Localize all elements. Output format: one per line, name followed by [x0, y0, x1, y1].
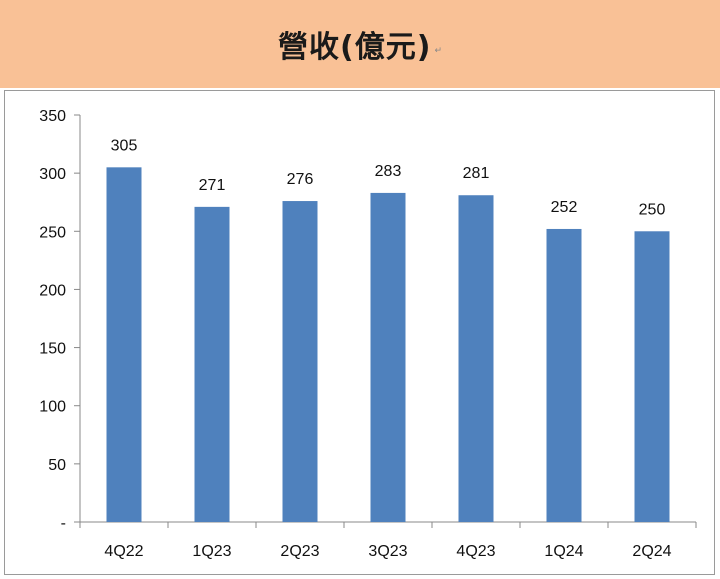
y-tick-label: - — [61, 515, 66, 532]
bar-3q23 — [370, 192, 406, 522]
data-label: 252 — [551, 199, 578, 216]
x-tick-label: 4Q22 — [104, 543, 143, 560]
x-tick-label: 1Q23 — [192, 543, 231, 560]
bar-4q23 — [458, 195, 494, 523]
x-tick-label: 3Q23 — [368, 543, 407, 560]
x-tick-label: 2Q24 — [632, 543, 671, 560]
y-tick-label: 200 — [39, 282, 66, 299]
x-tick-label: 1Q24 — [544, 543, 583, 560]
paragraph-mark-icon: ↵ — [434, 46, 442, 56]
data-label: 281 — [463, 165, 490, 182]
bar-2q24 — [634, 231, 670, 523]
bar-1q24 — [546, 228, 582, 522]
data-label: 305 — [111, 137, 138, 154]
y-tick-label: 350 — [39, 108, 66, 125]
bar-1q23 — [194, 206, 230, 522]
x-tick-label: 4Q23 — [456, 543, 495, 560]
y-tick-label: 250 — [39, 224, 66, 241]
bar-4q22 — [106, 167, 142, 523]
chart-title: 營收(億元) — [278, 30, 432, 65]
y-tick-label: 300 — [39, 166, 66, 183]
chart-title-banner: 營收(億元) ↵ — [0, 0, 720, 88]
bar-2q23 — [282, 201, 318, 522]
y-tick-label: 50 — [48, 457, 66, 474]
data-label: 271 — [199, 177, 226, 194]
x-tick-label: 2Q23 — [280, 543, 319, 560]
data-label: 250 — [639, 201, 666, 218]
y-tick-label: 100 — [39, 399, 66, 416]
data-label: 276 — [287, 171, 314, 188]
y-tick-label: 150 — [39, 341, 66, 358]
data-label: 283 — [375, 163, 402, 180]
